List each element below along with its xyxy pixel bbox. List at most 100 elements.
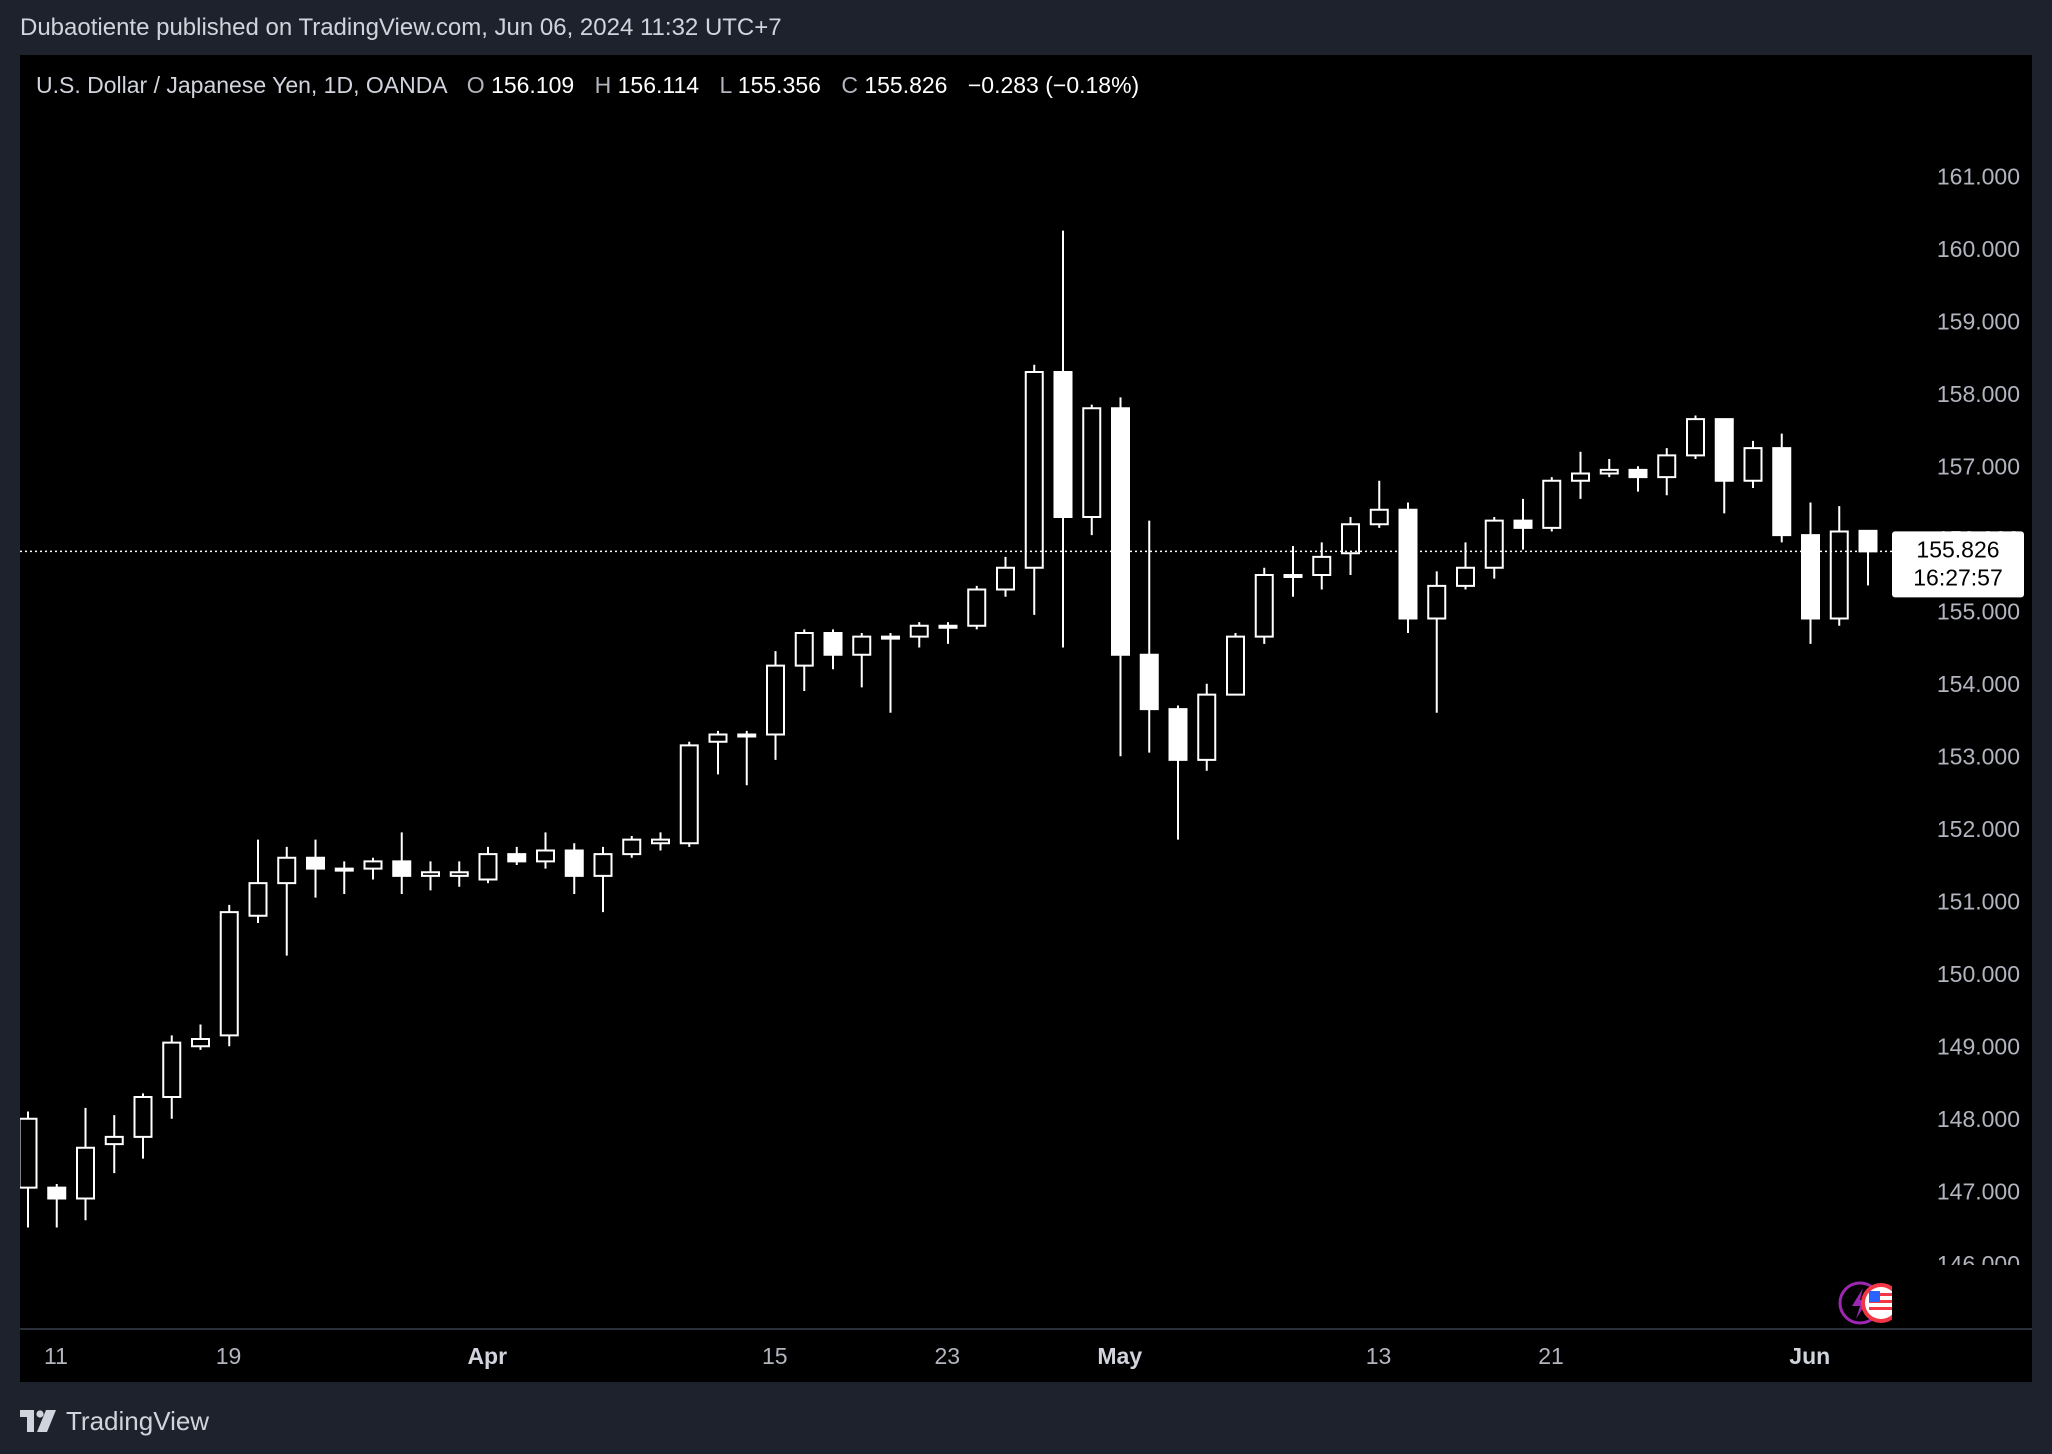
candle-body-up [363, 860, 383, 870]
candle-body-down [1398, 508, 1418, 620]
legend-close-value: 155.826 [864, 72, 947, 98]
time-axis[interactable]: 11 19 Apr 15 23 May 13 21 Jun [44, 1343, 1830, 1369]
candle-body-down [564, 849, 584, 877]
time-tick-label: 13 [1366, 1343, 1392, 1369]
candle-body-up [76, 1146, 95, 1200]
price-tick-label: 158.000 [1937, 381, 2020, 407]
candle-body-up [1484, 519, 1504, 569]
time-tick-label: 15 [762, 1343, 788, 1369]
candle-body-up [1369, 508, 1389, 526]
tradingview-logo-icon [20, 1410, 56, 1432]
candle [909, 622, 929, 648]
time-tick-label: Jun [1789, 1343, 1830, 1369]
candle [1542, 477, 1562, 532]
last-price-badge: 155.826 16:27:57 [1892, 531, 2024, 598]
price-axis[interactable]: 146.000147.000148.000149.000150.000151.0… [1937, 163, 2020, 1277]
legend-close-label: C [841, 72, 858, 98]
candle [1628, 466, 1648, 492]
candle [306, 839, 325, 898]
candle [277, 846, 297, 956]
chart-pane[interactable]: U.S. Dollar / Japanese Yen, 1D, OANDA O … [20, 55, 2032, 1382]
candle [1743, 440, 1763, 488]
candle [1053, 230, 1073, 648]
legend-open-label: O [467, 72, 485, 98]
price-tick-label: 160.000 [1937, 236, 2020, 262]
candle [593, 846, 613, 913]
candle-body-up [622, 838, 642, 856]
time-tick-label: 21 [1538, 1343, 1564, 1369]
candlestick-chart[interactable]: U.S. Dollar / Japanese Yen, 1D, OANDA O … [20, 55, 2032, 1382]
candle [507, 846, 527, 865]
publish-header: Dubaotiente published on TradingView.com… [20, 14, 782, 41]
candle [1024, 364, 1044, 615]
candle-body-up [334, 867, 354, 872]
candle [1139, 520, 1159, 753]
candle-body-up [1254, 574, 1274, 638]
candle-body-up [1571, 472, 1590, 482]
candle [1254, 567, 1274, 644]
candle-body-up [1686, 418, 1705, 457]
candle [478, 846, 498, 884]
candle [1858, 529, 1878, 586]
legend-symbol: U.S. Dollar / Japanese Yen, 1D, OANDA [36, 72, 448, 98]
candle-body-down [1858, 529, 1878, 553]
price-tick-label: 154.000 [1937, 671, 2020, 697]
candle-body-up [20, 1117, 38, 1189]
candle [1082, 404, 1102, 536]
legend-low-label: L [719, 72, 732, 98]
economic-events-icon[interactable] [1838, 1281, 1901, 1325]
candle [1197, 683, 1217, 771]
candle [1484, 517, 1504, 579]
candles-layer [20, 230, 1878, 1228]
price-tick-label: 147.000 [1937, 1178, 2020, 1204]
candle [1398, 502, 1418, 633]
last-price-label: 155.826 [1916, 536, 1999, 562]
candle-body-up [766, 664, 785, 736]
candle-body-up [1456, 566, 1475, 587]
legend-change: −0.283 (−0.18%) [968, 72, 1139, 98]
candle [708, 730, 728, 775]
candle-body-up [536, 849, 555, 863]
candle-body-up [938, 624, 958, 629]
time-tick-label: May [1097, 1343, 1142, 1369]
candle [1801, 502, 1820, 644]
candle-body-down [1628, 468, 1648, 479]
candle [1829, 506, 1849, 626]
candle [622, 836, 642, 858]
candle [1283, 546, 1303, 597]
candle-body-up [679, 744, 699, 845]
candle [421, 861, 440, 891]
candle [1341, 517, 1360, 575]
candle-body-down [507, 853, 527, 863]
candle-body-up [1226, 635, 1245, 696]
candle [1513, 498, 1533, 550]
candle-body-down [1772, 447, 1792, 537]
candle-body-down [1053, 371, 1073, 518]
candle [1772, 433, 1792, 543]
time-tick-label: 23 [934, 1343, 960, 1369]
candle-body-up [909, 624, 929, 638]
candle-body-up [1197, 693, 1217, 761]
candle-body-up [1283, 574, 1303, 578]
candle [823, 629, 843, 670]
candle [1312, 542, 1332, 590]
candle-body-up [708, 733, 728, 743]
candle [938, 622, 958, 644]
candle-body-down [47, 1186, 67, 1200]
candle-body-up [133, 1096, 153, 1138]
candle-body-up [219, 911, 239, 1037]
tradingview-brand[interactable]: TradingView [20, 1403, 209, 1439]
candle-body-up [162, 1041, 182, 1098]
candle [996, 556, 1015, 597]
candle-body-up [1542, 479, 1562, 529]
candle [47, 1184, 67, 1228]
price-tick-label: 150.000 [1937, 961, 2020, 987]
candle-body-down [1513, 519, 1533, 529]
candle-body-up [967, 588, 987, 627]
price-tick-label: 152.000 [1937, 816, 2020, 842]
candle-body-up [1427, 584, 1447, 620]
candle-body-down [823, 632, 843, 656]
candle [162, 1035, 182, 1119]
candle-body-up [1829, 530, 1849, 620]
price-tick-label: 159.000 [1937, 308, 2020, 334]
